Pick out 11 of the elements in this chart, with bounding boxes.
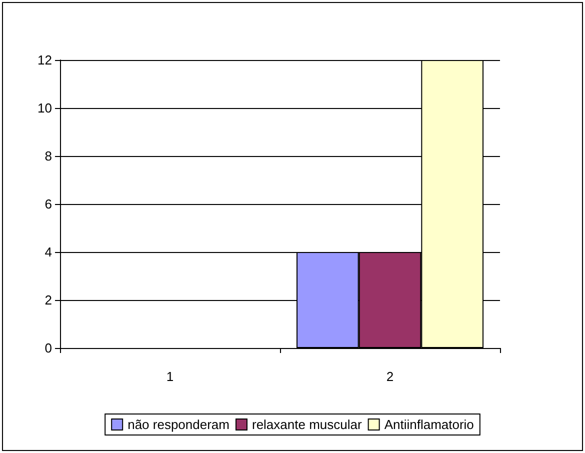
y-tick-label: 8	[44, 148, 52, 164]
y-tick-label: 12	[38, 52, 52, 68]
legend-label: não responderam	[128, 417, 230, 432]
y-tick-label: 6	[44, 196, 52, 212]
legend-label: relaxante muscular	[252, 417, 362, 432]
legend-label: Antiinflamatorio	[384, 417, 474, 432]
y-tick-label: 10	[38, 100, 52, 116]
y-tick-label: 2	[44, 292, 52, 308]
y-tick-label: 0	[44, 340, 52, 356]
x-tick-label: 1	[166, 369, 174, 384]
y-tick-label: 4	[44, 244, 52, 260]
